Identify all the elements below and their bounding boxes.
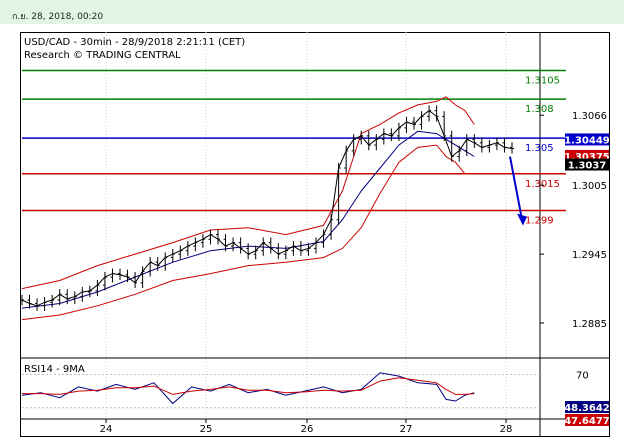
chart-title: USD/CAD - 30min - 28/9/2018 2:21:11 (CET… bbox=[24, 37, 245, 48]
level-label: 1.299 bbox=[525, 215, 554, 226]
level-label: 1.305 bbox=[525, 143, 554, 154]
price-tag bbox=[565, 158, 609, 171]
rsi-series-9ma bbox=[22, 377, 475, 395]
projection-arrow-shaft bbox=[509, 156, 523, 220]
level-label: 1.3105 bbox=[525, 75, 560, 86]
x-tick-label: 26 bbox=[301, 424, 314, 435]
rsi-series-rsi14 bbox=[21, 372, 475, 405]
price-tag bbox=[565, 133, 609, 146]
price-tag-label: 1.3037 bbox=[568, 161, 607, 172]
rsi-value-tag-label: 47.6477 bbox=[564, 416, 610, 427]
x-tick-label: 27 bbox=[400, 424, 413, 435]
timestamp: ก.ย. 28, 2018, 00:20 bbox=[12, 12, 104, 22]
x-tick-label: 28 bbox=[500, 424, 513, 435]
chart-window: USD/CAD - 30min - 28/9/2018 2:21:11 (CET… bbox=[20, 32, 610, 437]
x-tick-label: 25 bbox=[200, 424, 213, 435]
rsi-value-tag-label: 48.3642 bbox=[564, 403, 610, 414]
rsi-title: RSI14 - 9MA bbox=[24, 364, 85, 375]
y-tick-label: 1.3066 bbox=[572, 111, 607, 122]
series-bollinger-lower bbox=[21, 144, 475, 321]
price-line bbox=[21, 109, 513, 307]
x-tick-label: 24 bbox=[100, 424, 113, 435]
chart-subtitle: Research © TRADING CENTRAL bbox=[24, 50, 181, 61]
rsi-value-tag bbox=[565, 401, 609, 413]
price-chart: USD/CAD - 30min - 28/9/2018 2:21:11 (CET… bbox=[20, 32, 610, 437]
top-bar: ก.ย. 28, 2018, 00:20 bbox=[0, 0, 624, 24]
rsi-value-tag bbox=[565, 414, 609, 426]
projection-arrow-head bbox=[517, 213, 527, 226]
series-bollinger-upper bbox=[21, 96, 475, 290]
y-tick-label: 1.2885 bbox=[572, 319, 607, 330]
y-tick-label: 1.2945 bbox=[572, 250, 607, 261]
level-label: 1.308 bbox=[525, 104, 554, 115]
chart-border bbox=[20, 32, 610, 437]
price-tag-label: 1.30375 bbox=[564, 152, 610, 163]
price-tag-label: 1.30449 bbox=[564, 135, 610, 146]
rsi-tick-label: 70 bbox=[576, 370, 589, 381]
y-tick-label: 1.3005 bbox=[572, 181, 607, 192]
level-label: 1.3015 bbox=[525, 179, 560, 190]
